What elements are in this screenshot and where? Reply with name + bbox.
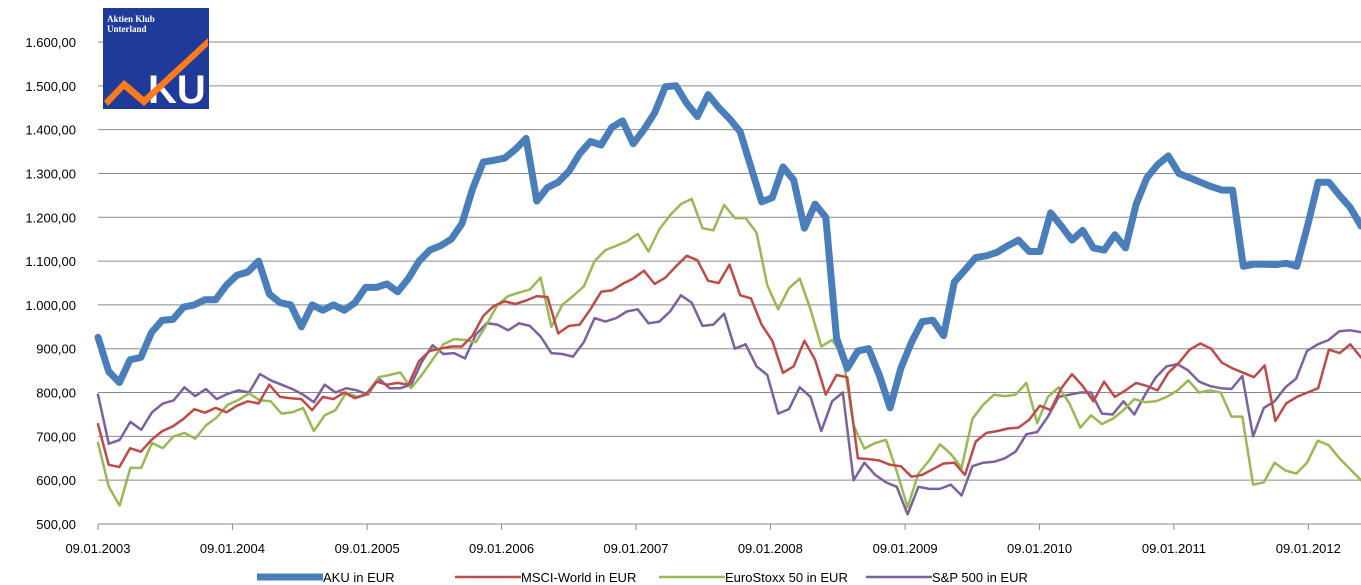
y-tick-label: 1.400,00: [25, 123, 76, 138]
x-tick-label: 09.01.2008: [738, 541, 803, 556]
gridlines: [98, 41, 1361, 481]
y-tick-label: 1.600,00: [25, 35, 76, 50]
series-line-1: [94, 82, 1361, 412]
x-tick-label: 09.01.2004: [200, 541, 265, 556]
y-tick-label: 1.300,00: [25, 166, 76, 181]
legend-label: EuroStoxx 50 in EUR: [725, 570, 848, 585]
y-tick-label: 1.000,00: [25, 298, 76, 313]
x-tick-label: 09.01.2003: [65, 541, 130, 556]
logo-arrow-icon: [104, 38, 208, 106]
x-tick-label: 09.01.2009: [873, 541, 938, 556]
legend: AKU in EUR MSCI-World in EUR EuroStoxx 50 …: [257, 570, 1028, 585]
logo-line-1: Aktien Klub: [107, 14, 155, 24]
legend-label: MSCI-World in EUR: [521, 570, 636, 585]
x-tick-label: 09.01.2005: [335, 541, 400, 556]
x-tick-label: 09.01.2010: [1007, 541, 1072, 556]
x-tick-label: 09.01.2011: [1142, 541, 1206, 556]
series-line-4: [96, 294, 1361, 516]
legend-label: AKU in EUR: [323, 570, 395, 585]
y-axis-tick-labels: 500,00 600,00 700,00 800,00 900,00 1.000,00 1.…: [25, 35, 76, 532]
y-tick-label: 500,00: [36, 517, 76, 532]
y-tick-label: 1.200,00: [25, 210, 76, 225]
aku-logo: Aktien Klub Unterland KU: [103, 8, 209, 112]
legend-label: S&P 500 in EUR: [932, 570, 1028, 585]
series-line-2: [96, 254, 1361, 478]
x-tick-label: 09.01.2006: [469, 541, 534, 556]
series-lines: [94, 82, 1361, 516]
y-tick-label: 800,00: [36, 386, 76, 401]
x-axis-ticks: 09.01.2003 09.01.2004 09.01.2005 09.01.2006…: [65, 524, 1341, 556]
y-tick-label: 700,00: [36, 429, 76, 444]
y-tick-label: 600,00: [36, 473, 76, 488]
series-line-3: [96, 197, 1361, 509]
y-tick-label: 1.100,00: [25, 254, 76, 269]
y-tick-label: 900,00: [36, 342, 76, 357]
x-tick-label: 09.01.2007: [603, 541, 668, 556]
x-tick-label: 09.01.2012: [1276, 541, 1341, 556]
logo-line-2: Unterland: [107, 24, 147, 34]
y-tick-label: 1.500,00: [25, 79, 76, 94]
